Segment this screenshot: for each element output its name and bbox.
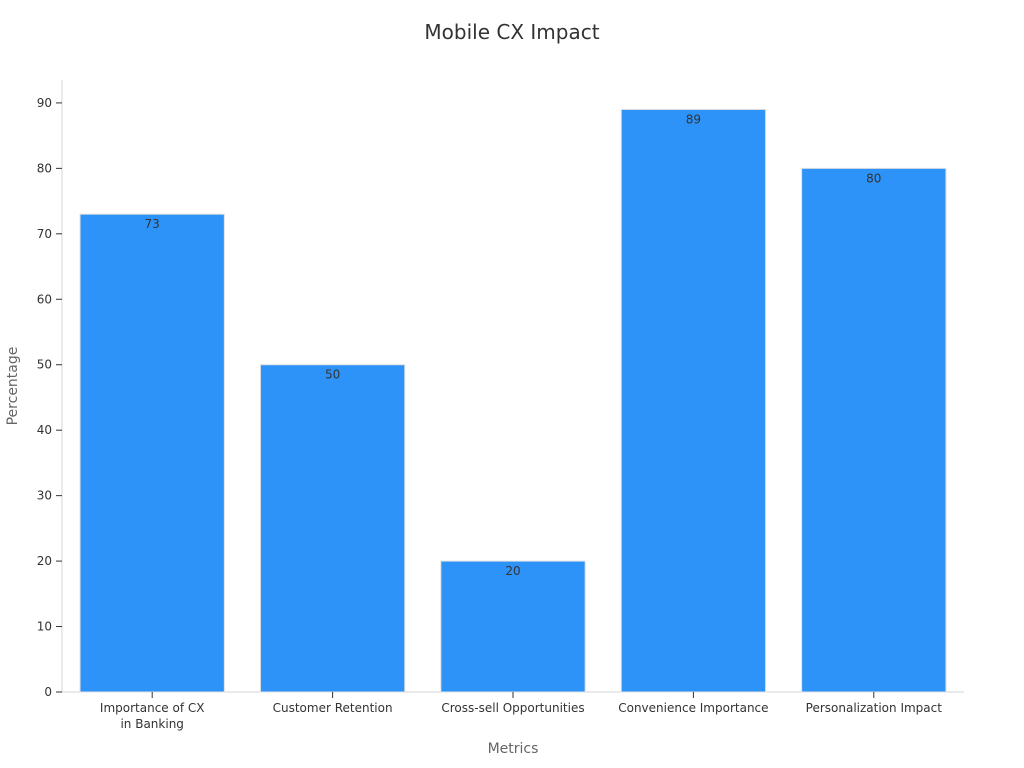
y-tick-label: 10 xyxy=(37,620,52,634)
bar xyxy=(620,108,767,693)
y-tick-label: 20 xyxy=(37,554,52,568)
bar xyxy=(259,364,406,693)
bar-data-label: 73 xyxy=(145,217,160,231)
y-tick-label: 40 xyxy=(37,423,52,437)
bar xyxy=(801,167,947,693)
x-tick-label: in Banking xyxy=(120,717,183,731)
chart-title: Mobile CX Impact xyxy=(424,20,600,44)
x-tick-label: Personalization Impact xyxy=(806,701,943,715)
x-tick-label: Cross-sell Opportunities xyxy=(441,701,584,715)
y-tick-label: 60 xyxy=(37,292,52,306)
x-tick-label: Convenience Importance xyxy=(618,701,768,715)
y-axis-label: Percentage xyxy=(5,346,21,426)
bar-data-label: 89 xyxy=(686,112,701,126)
x-tick-label: Importance of CX xyxy=(100,701,205,715)
y-tick-label: 30 xyxy=(37,489,52,503)
bar xyxy=(79,213,225,693)
y-tick-label: 50 xyxy=(37,358,52,372)
y-tick-label: 90 xyxy=(37,96,52,110)
y-tick-label: 0 xyxy=(44,685,52,699)
bar-data-label: 20 xyxy=(505,564,520,578)
y-tick-label: 70 xyxy=(37,227,52,241)
bar-data-label: 50 xyxy=(325,368,340,382)
x-axis-label: Metrics xyxy=(487,741,539,757)
bar xyxy=(440,560,586,693)
x-tick-label: Customer Retention xyxy=(273,701,393,715)
bar-data-label: 80 xyxy=(866,171,881,185)
y-tick-label: 80 xyxy=(37,161,52,175)
